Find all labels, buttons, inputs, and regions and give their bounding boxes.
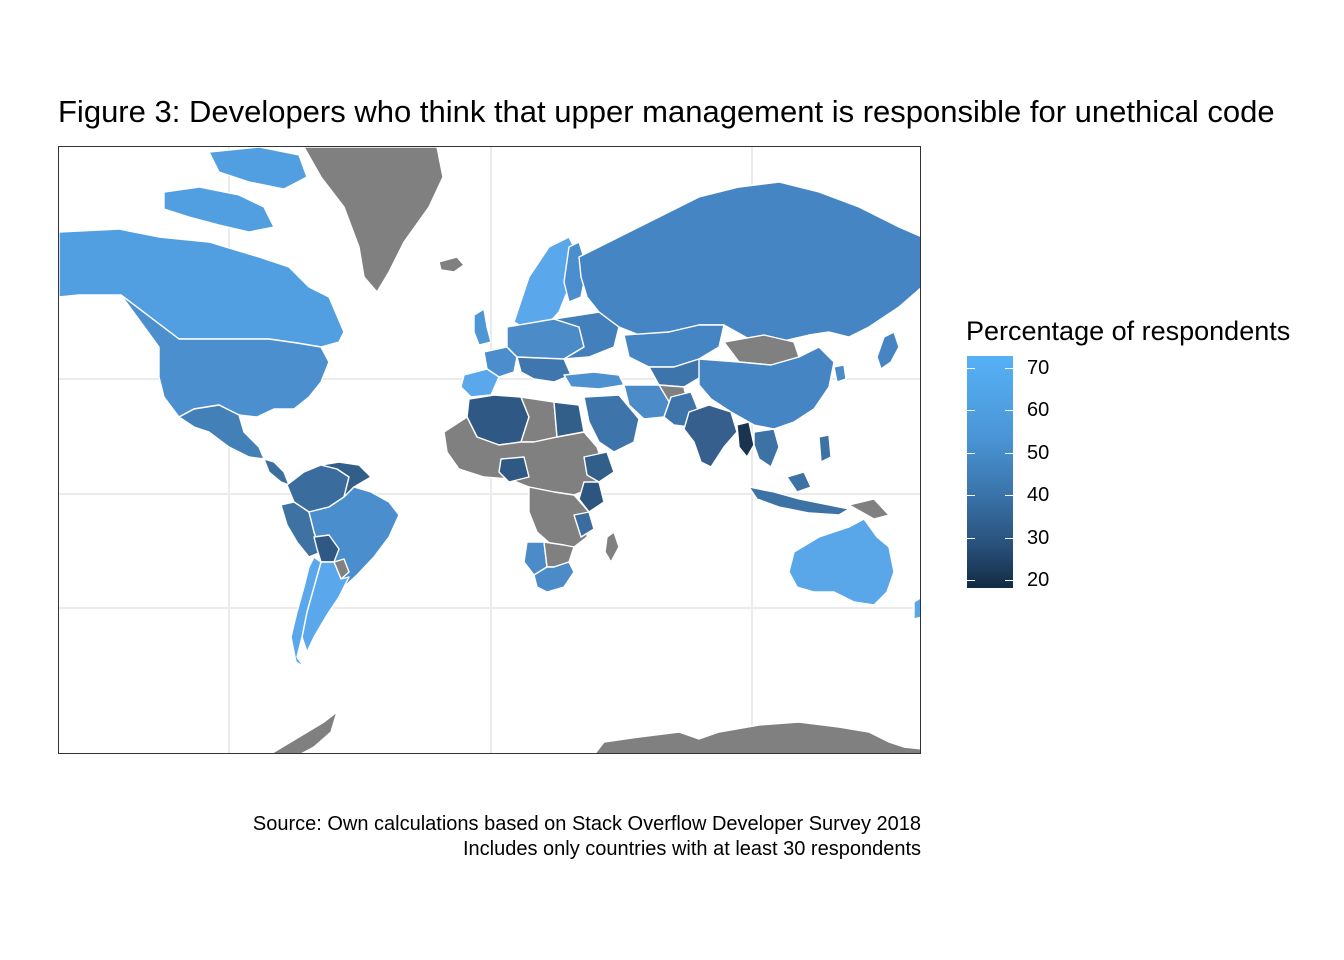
region-new-zealand: [913, 597, 920, 620]
region-madagascar: [604, 531, 620, 563]
world-map: [59, 147, 920, 753]
chart-title: Figure 3: Developers who think that uppe…: [58, 94, 1275, 129]
legend-tick-mark: [1005, 410, 1013, 411]
region-turkey: [563, 371, 625, 390]
region-india: [683, 404, 738, 468]
legend-tick-mark: [1005, 368, 1013, 369]
legend-colorbar: [967, 356, 1013, 588]
region-central-america: [263, 458, 290, 486]
region-korea: [833, 364, 847, 383]
legend-tick-mark: [1005, 495, 1013, 496]
region-egypt: [553, 401, 585, 438]
legend-label-20: 20: [1027, 569, 1050, 591]
region-spain: [460, 368, 500, 398]
legend-tick-mark: [967, 495, 975, 496]
region-south-africa: [533, 561, 575, 593]
legend-label-50: 50: [1027, 442, 1050, 464]
region-tanzania: [573, 511, 595, 538]
region-kenya: [578, 481, 605, 513]
region-chile: [290, 556, 322, 668]
region-se-asia: [753, 428, 780, 468]
region-arabia: [583, 394, 640, 453]
legend-tick-mark: [1005, 580, 1013, 581]
caption-note: Includes only countries with at least 30…: [462, 838, 921, 860]
region-japan: [876, 331, 900, 370]
region-central-africa: [528, 486, 590, 548]
legend-label-60: 60: [1027, 399, 1050, 421]
region-canada-islands-2: [208, 147, 308, 190]
region-russia: [578, 181, 920, 343]
region-myanmar: [736, 421, 755, 458]
map-panel: [58, 146, 921, 754]
region-nigeria: [498, 456, 530, 483]
region-borneo: [786, 471, 812, 493]
region-china: [698, 346, 835, 430]
region-canada-islands: [163, 186, 275, 233]
region-philippines: [818, 434, 832, 463]
region-kazakhstan: [623, 324, 725, 368]
region-balkans: [516, 356, 572, 383]
region-mexico: [178, 404, 265, 460]
region-australia: [788, 518, 895, 606]
region-iceland: [438, 256, 465, 273]
legend-tick-mark: [967, 538, 975, 539]
region-usa: [120, 294, 330, 418]
legend-tick-mark: [967, 410, 975, 411]
legend-tick-mark: [967, 453, 975, 454]
region-antarctica-west: [270, 711, 338, 753]
region-new-guinea: [848, 498, 890, 520]
legend-label-30: 30: [1027, 527, 1050, 549]
region-antarctica-east: [594, 721, 920, 753]
legend-label-70: 70: [1027, 357, 1050, 379]
legend-tick-mark: [1005, 538, 1013, 539]
region-ethiopia: [583, 451, 615, 483]
region-greenland: [303, 147, 444, 293]
caption-source: Source: Own calculations based on Stack …: [252, 813, 921, 835]
region-uk: [473, 308, 492, 346]
region-indonesia: [748, 486, 850, 516]
legend-tick-mark: [967, 368, 975, 369]
legend-label-40: 40: [1027, 484, 1050, 506]
legend-tick-mark: [967, 580, 975, 581]
legend-tick-mark: [1005, 453, 1013, 454]
legend-title: Percentage of respondents: [966, 316, 1291, 346]
